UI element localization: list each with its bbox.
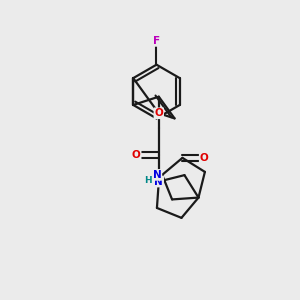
Text: O: O xyxy=(132,150,141,160)
Text: O: O xyxy=(200,153,208,163)
Text: N: N xyxy=(154,176,163,187)
Text: O: O xyxy=(154,108,163,118)
Text: F: F xyxy=(153,36,160,46)
Text: H: H xyxy=(145,176,152,184)
Text: N: N xyxy=(153,170,161,180)
